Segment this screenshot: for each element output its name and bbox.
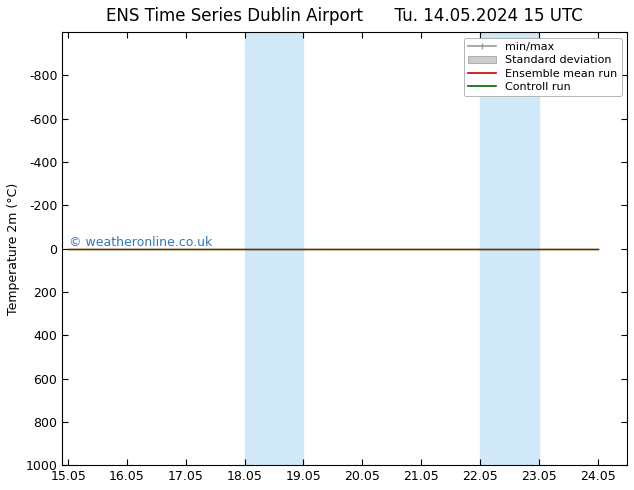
Text: © weatheronline.co.uk: © weatheronline.co.uk	[69, 236, 212, 248]
Y-axis label: Temperature 2m (°C): Temperature 2m (°C)	[7, 182, 20, 315]
Legend: min/max, Standard deviation, Ensemble mean run, Controll run: min/max, Standard deviation, Ensemble me…	[463, 38, 621, 97]
Bar	[480, 32, 539, 465]
Title: ENS Time Series Dublin Airport      Tu. 14.05.2024 15 UTC: ENS Time Series Dublin Airport Tu. 14.05…	[107, 7, 583, 25]
Bar	[245, 32, 304, 465]
